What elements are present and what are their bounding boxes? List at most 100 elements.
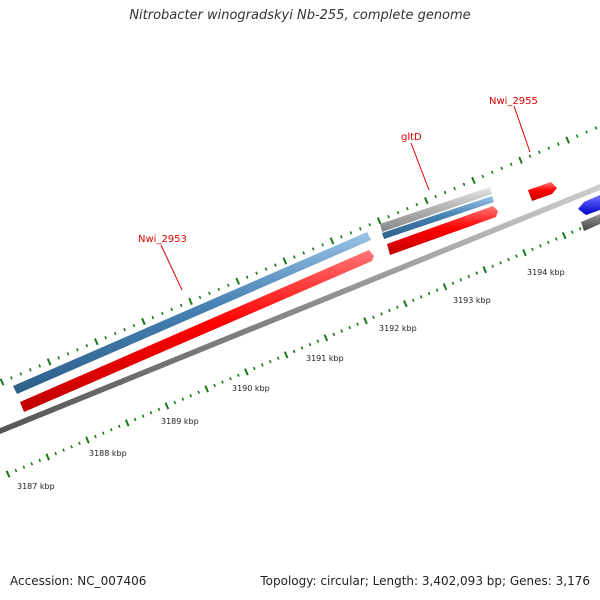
inner-tick [531, 247, 534, 251]
inner-tick [363, 317, 368, 325]
outer-tick [490, 170, 494, 175]
scale-label-3194: 3194 kbp [527, 268, 565, 277]
scale-label-3192: 3192 kbp [379, 324, 417, 333]
outer-tick [349, 231, 353, 235]
outer-tick [471, 176, 476, 184]
inner-tick [164, 402, 170, 410]
inner-tick [340, 329, 344, 333]
other-strand-feature-blue[interactable] [578, 195, 600, 215]
outer-tick [151, 315, 155, 320]
inner-tick [332, 332, 336, 337]
outer-tick [406, 206, 409, 211]
outer-tick [292, 255, 296, 259]
inner-tick [554, 237, 558, 241]
inner-tick [300, 346, 304, 350]
inner-tick [62, 448, 65, 452]
inner-tick [229, 376, 232, 381]
inner-tick [54, 451, 58, 456]
scale-label-3189: 3189 kbp [161, 417, 199, 426]
outer-tick [565, 136, 571, 144]
gene-bar-gltd[interactable] [382, 196, 494, 239]
outer-tick [321, 243, 324, 247]
inner-tick [109, 428, 113, 432]
inner-tick [570, 230, 574, 234]
cds-arrow-nwi-2955[interactable] [528, 182, 557, 201]
inner-tick [70, 445, 73, 449]
outer-tick [340, 235, 343, 239]
gene-label-gltd[interactable]: gltD [401, 132, 422, 143]
outer-tick [217, 287, 221, 291]
outer-tick [415, 202, 419, 207]
gene-label-callouts [160, 105, 531, 291]
cds-arrow-nwi-2953[interactable] [20, 250, 374, 412]
rna-bar-gltd[interactable] [380, 187, 492, 232]
outer-tick-row [0, 126, 598, 386]
cds-arrow-gltd[interactable] [387, 206, 498, 255]
inner-tick [539, 244, 542, 248]
inner-tick [283, 351, 289, 359]
outer-tick [302, 251, 306, 255]
outer-tick [387, 214, 390, 219]
inner-tick [141, 414, 145, 418]
inner-tick [268, 359, 272, 364]
inner-tick [402, 300, 408, 308]
scale-label-3191: 3191 kbp [306, 354, 344, 363]
inner-tick [260, 363, 264, 367]
outer-tick [179, 303, 183, 308]
outer-tick [462, 182, 466, 187]
callout-line-nwi-2953 [160, 244, 183, 291]
inner-tick [85, 436, 90, 444]
gene-bar-nwi-2953[interactable] [13, 232, 371, 394]
outer-tick [311, 247, 315, 251]
outer-tick [141, 317, 146, 326]
outer-tick [28, 368, 32, 372]
inner-tick [181, 397, 185, 401]
outer-tick [547, 146, 551, 150]
inner-tick [94, 434, 97, 439]
scale-label-3193: 3193 kbp [453, 296, 491, 305]
outer-tick [93, 338, 99, 346]
inner-tick [451, 281, 455, 286]
inner-tick [561, 231, 567, 240]
inner-tick [204, 385, 209, 393]
inner-tick [323, 334, 329, 342]
inner-tick [133, 417, 137, 422]
inner-tick [189, 394, 193, 398]
outer-tick [376, 217, 382, 225]
outer-tick [226, 283, 230, 287]
inner-tick [499, 261, 502, 265]
other-strand-feature-gray[interactable] [581, 214, 600, 231]
genome-stats-text: Topology: circular; Length: 3,402,093 bp… [260, 574, 590, 588]
gene-label-nwi-2953[interactable]: Nwi_2953 [138, 234, 187, 245]
outer-tick [481, 174, 485, 179]
outer-tick [38, 364, 42, 368]
outer-tick [104, 335, 108, 340]
inner-tick [459, 278, 463, 282]
outer-tick [66, 352, 70, 356]
inner-tick [117, 424, 121, 428]
outer-tick [358, 227, 362, 231]
scale-label-3190: 3190 kbp [232, 384, 270, 393]
outer-tick [282, 257, 288, 265]
inner-tick [221, 380, 224, 384]
outer-tick [208, 291, 211, 296]
inner-tick [308, 342, 312, 347]
inner-tick [578, 227, 582, 231]
inner-tick [173, 400, 177, 405]
outer-tick [85, 344, 89, 348]
inner-tick [515, 254, 518, 258]
inner-tick [356, 322, 359, 326]
outer-tick [76, 348, 79, 352]
outer-tick [132, 323, 136, 328]
outer-tick [123, 327, 126, 332]
inner-tick [276, 356, 280, 360]
inner-tick [316, 339, 320, 343]
gene-label-nwi-2955[interactable]: Nwi_2955 [489, 96, 538, 107]
inner-tick [380, 312, 383, 316]
inner-tick [292, 349, 296, 354]
outer-tick [198, 295, 202, 300]
inner-tick [102, 431, 105, 435]
inner-tick [157, 407, 161, 412]
outer-tick [575, 134, 579, 138]
inner-tick [22, 465, 26, 469]
